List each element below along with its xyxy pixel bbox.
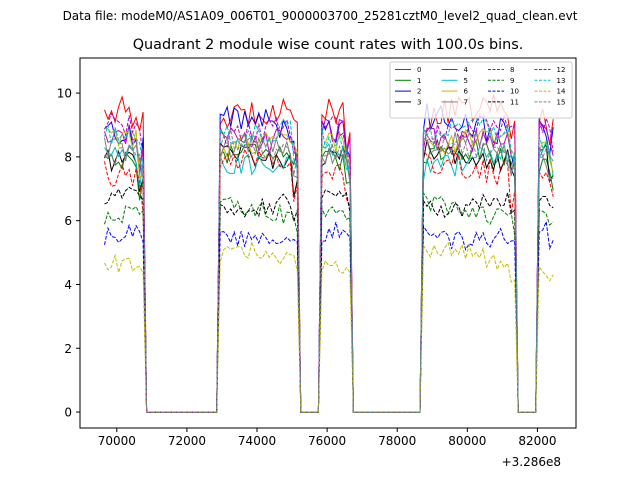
legend-label-9: 9	[510, 77, 514, 85]
legend-label-1: 1	[417, 77, 421, 85]
series-line-5	[104, 139, 554, 413]
y-tick-label: 8	[64, 150, 72, 164]
legend-label-10: 10	[510, 88, 519, 96]
y-axis-ticks: 0 2 4 6 8 10	[57, 87, 80, 420]
y-tick-label: 4	[64, 278, 72, 292]
x-tick-label: 74000	[238, 434, 276, 448]
legend-label-7: 7	[464, 98, 468, 106]
series-line-10	[104, 219, 554, 413]
y-tick-label: 0	[64, 406, 72, 420]
legend-label-15: 15	[557, 98, 566, 106]
chart-title: Quadrant 2 module wise count rates with …	[133, 37, 524, 53]
x-tick-label: 80000	[448, 434, 486, 448]
legend-label-2: 2	[417, 88, 421, 96]
legend-label-11: 11	[510, 98, 519, 106]
x-offset-label: +3.286e8	[502, 455, 561, 469]
series-line-9	[104, 191, 554, 413]
x-axis-ticks: 70000 72000 74000 76000 78000 80000 82000	[98, 428, 557, 448]
x-tick-label: 72000	[168, 434, 206, 448]
x-tick-label: 78000	[378, 434, 416, 448]
legend-label-6: 6	[464, 88, 469, 96]
legend-label-0: 0	[417, 66, 421, 74]
y-tick-label: 6	[64, 214, 72, 228]
legend-label-12: 12	[557, 66, 566, 74]
series-line-14	[104, 240, 554, 413]
series-line-11	[104, 186, 554, 413]
series-line-13	[104, 117, 554, 413]
x-tick-label: 76000	[308, 434, 346, 448]
x-tick-label: 82000	[518, 434, 556, 448]
y-tick-label: 2	[64, 342, 72, 356]
series-line-12	[104, 112, 554, 413]
legend-label-5: 5	[464, 77, 468, 85]
chart-suptitle: Data file: modeM0/AS1A09_006T01_90000037…	[63, 9, 578, 23]
plot-frame	[79, 57, 577, 429]
legend-label-14: 14	[557, 88, 566, 96]
series-line-7	[104, 131, 554, 413]
legend-label-13: 13	[557, 77, 566, 85]
legend-box	[389, 61, 573, 119]
legend-label-3: 3	[417, 98, 421, 106]
series-line-15	[104, 127, 554, 413]
legend-label-8: 8	[510, 66, 514, 74]
series-layer	[104, 94, 554, 413]
x-tick-label: 70000	[98, 434, 136, 448]
series-line-6	[104, 127, 554, 413]
series-line-8	[104, 147, 554, 413]
legend-label-4: 4	[464, 66, 469, 74]
y-tick-label: 10	[57, 87, 72, 101]
